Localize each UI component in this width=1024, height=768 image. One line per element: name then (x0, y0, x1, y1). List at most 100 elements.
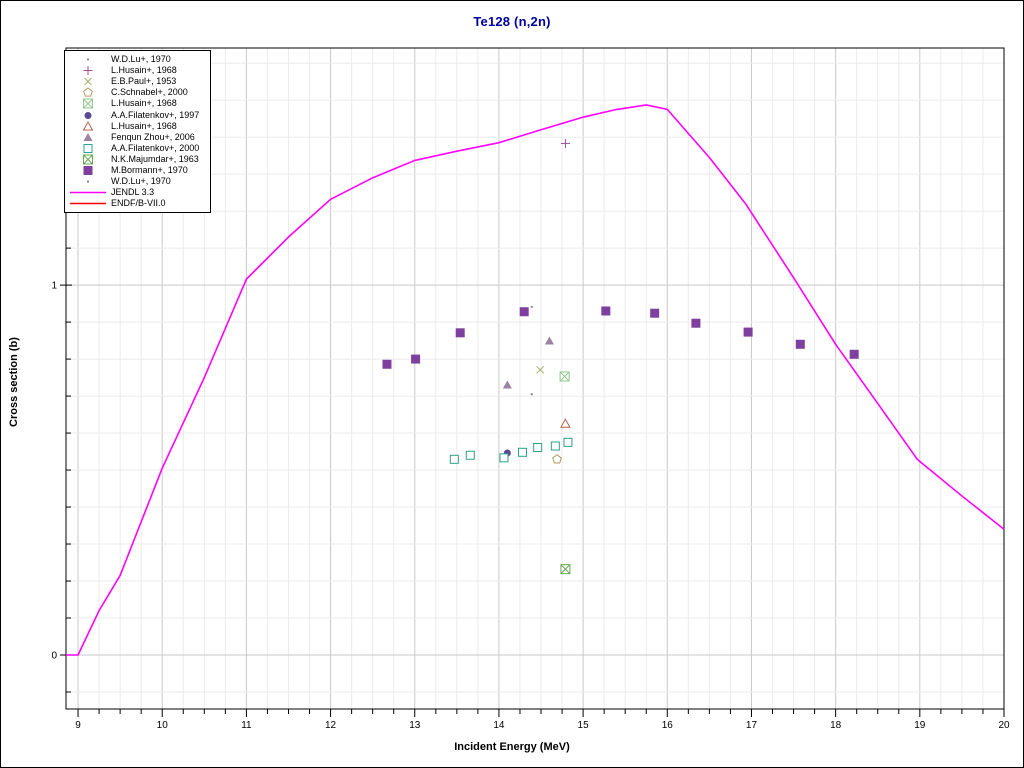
data-point-marker (691, 318, 701, 328)
series-l-husain-1968 (560, 418, 571, 428)
data-point-marker (743, 327, 753, 337)
legend-item-label: C.Schnabel+, 2000 (111, 87, 188, 98)
x-tick-label: 16 (662, 720, 674, 731)
series-w-d-lu-1970 (530, 393, 533, 396)
legend-item-label: L.Husain+, 1968 (111, 120, 177, 131)
gridlines (66, 48, 1004, 709)
data-point-marker (83, 99, 93, 109)
legend-item: M.Bormann+, 1970 (65, 165, 210, 176)
data-point-marker (530, 393, 533, 396)
legend-item-label: E.B.Paul+, 1953 (111, 76, 177, 87)
legend-item-label: ENDF/B-VII.0 (111, 198, 166, 209)
x-tick-label: 9 (75, 720, 81, 731)
legend-item: N.K.Majumdar+, 1963 (65, 154, 210, 165)
x-tick-label: 14 (493, 720, 505, 731)
chart-title: Te128 (n,2n) (473, 14, 551, 29)
x-tick-label: 17 (746, 720, 758, 731)
legend-marker-circle-filled (84, 111, 92, 119)
legend-item: L.Husain+, 1968 (65, 120, 210, 132)
legend-item-label: A.A.Filatenkov+, 2000 (111, 142, 200, 153)
data-point-marker (601, 306, 611, 316)
series-l-husain-1968 (559, 371, 570, 382)
legend-item-label: W.D.Lu+, 1970 (111, 54, 171, 65)
data-point-marker (650, 308, 660, 318)
data-point-marker (84, 111, 92, 119)
axis-ticks: 9 10 11 12 13 14 15 16 17 18 19 20 0 1 (51, 62, 1010, 731)
legend-marker-square-filled (83, 165, 93, 175)
legend-item: W.D.Lu+, 1970 (65, 54, 210, 65)
legend-marker-triangle-filled (83, 132, 93, 141)
series-l-husain-1968 (560, 138, 570, 148)
legend-item: A.A.Filatenkov+, 1997 (65, 109, 210, 120)
data-point-marker (849, 349, 859, 359)
data-point-marker (87, 58, 89, 61)
data-point-marker (87, 180, 89, 183)
legend-marker-square-cross (83, 154, 93, 165)
legend-marker-square-cross (83, 98, 93, 109)
data-point-marker (83, 165, 93, 175)
legend-item: JENDL 3.3 (65, 187, 210, 198)
curve-jendl-3-3 (66, 104, 1005, 656)
data-point-marker (533, 442, 543, 452)
series-fenqun-zhou-2006 (502, 336, 554, 389)
series-m-bormann-1970 (382, 306, 859, 369)
legend-item-label: W.D.Lu+, 1970 (111, 176, 171, 187)
legend-marker-x (84, 77, 92, 86)
legend-item: E.B.Paul+, 1953 (65, 76, 210, 87)
legend-marker-line (70, 202, 106, 205)
plot-frame (65, 47, 1005, 710)
legend-item-label: N.K.Majumdar+, 1963 (111, 153, 199, 164)
data-point-marker (84, 77, 92, 86)
y-tick-label: 0 (51, 650, 57, 661)
data-point-marker (411, 354, 421, 364)
data-point-marker (455, 328, 465, 338)
data-point-marker (83, 143, 93, 153)
series-a-a-filatenkov-2000 (449, 437, 573, 464)
legend-item-label: A.A.Filatenkov+, 1997 (111, 109, 200, 120)
data-point-marker (382, 359, 392, 369)
legend-marker-triangle-open (82, 120, 94, 131)
legend-item: ENDF/B-VII.0 (65, 198, 210, 209)
data-point-marker (465, 450, 475, 460)
data-point-marker (560, 418, 571, 428)
data-point-marker (449, 454, 459, 464)
legend-item: A.A.Filatenkov+, 2000 (65, 143, 210, 154)
x-tick-label: 20 (998, 720, 1010, 731)
x-tick-label: 10 (157, 720, 169, 731)
y-tick-label: 1 (51, 281, 57, 292)
legend-item: Fenqun Zhou+, 2006 (65, 132, 210, 143)
data-point-marker (536, 365, 545, 374)
legend-item-label: L.Husain+, 1968 (111, 65, 177, 76)
legend-marker-dot (87, 58, 89, 61)
legend-marker-square-open (83, 143, 93, 153)
legend-item: W.D.Lu+, 1970 (65, 176, 210, 187)
data-point-marker (519, 307, 529, 317)
legend-item-label: JENDL 3.3 (111, 187, 155, 198)
legend-item-label: L.Husain+, 1968 (111, 98, 177, 109)
data-point-marker (499, 453, 509, 463)
x-tick-label: 19 (914, 720, 926, 731)
legend-marker-pentagon-open (83, 87, 93, 97)
legend-marker-line (70, 191, 106, 194)
legend-marker-dot (87, 180, 89, 183)
series-n-k-majumdar-1963 (560, 564, 571, 575)
data-point-marker (517, 447, 527, 457)
legend-item-label: Fenqun Zhou+, 2006 (111, 131, 195, 142)
x-tick-label: 12 (325, 720, 337, 731)
x-axis-label: Incident Energy (MeV) (454, 741, 570, 753)
x-tick-label: 15 (578, 720, 590, 731)
data-point-marker (83, 154, 93, 165)
legend-box: W.D.Lu+, 1970 L.Husain+, 1968 E.B.Paul+, 1… (64, 50, 211, 214)
data-point-marker (82, 120, 94, 131)
x-tick-label: 11 (241, 720, 252, 731)
data-point-marker (795, 339, 805, 349)
data-point-marker (83, 132, 93, 141)
data-point-marker (530, 305, 533, 308)
data-point-marker (559, 371, 570, 382)
x-tick-label: 18 (830, 720, 842, 731)
data-point-marker (83, 87, 93, 97)
series-w-d-lu-1970 (530, 305, 533, 308)
data-point-marker (544, 336, 554, 345)
